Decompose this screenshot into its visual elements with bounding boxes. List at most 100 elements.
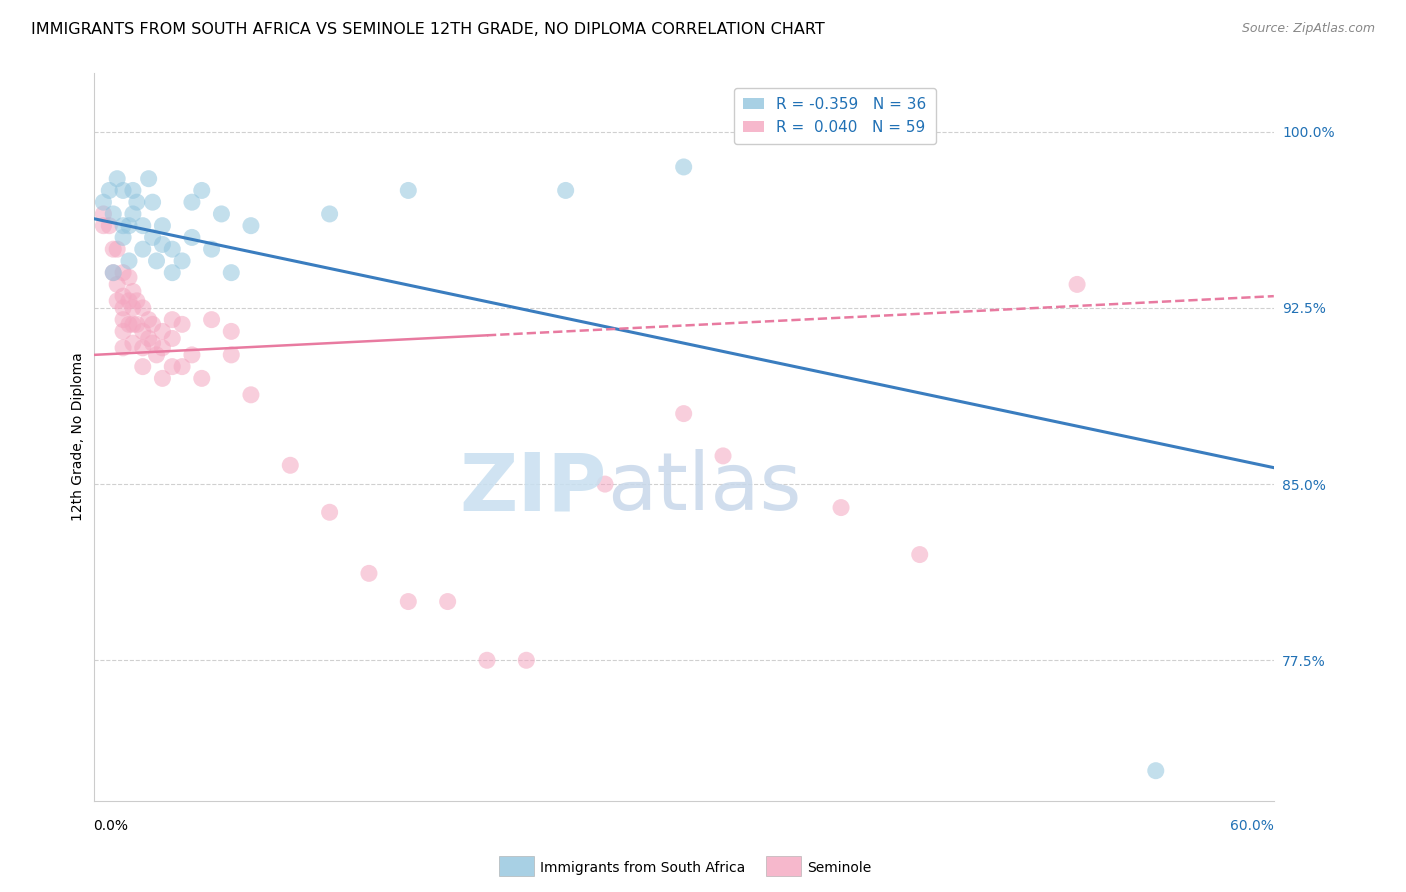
Point [122,318,145,332]
Point [125,293,148,308]
Point [122,183,145,197]
Point [138,312,160,326]
Point [112,230,135,244]
Point [112,219,135,233]
Point [132,341,155,355]
Point [181,230,204,244]
Point [357,566,380,581]
Point [103,242,125,256]
Point [162,242,184,256]
Point [142,336,165,351]
Point [112,341,135,355]
Point [118,219,141,233]
Point [103,266,125,280]
Point [138,331,160,345]
Point [162,331,184,345]
Point [93,195,115,210]
Point [112,301,135,315]
Point [122,301,145,315]
Point [93,207,115,221]
Text: 60.0%: 60.0% [1230,820,1274,833]
Point [181,195,204,210]
Point [145,348,167,362]
Point [1066,277,1088,292]
Point [181,348,204,362]
Point [190,183,212,197]
Point [475,653,498,667]
Point [132,242,155,256]
Point [103,207,125,221]
Point [132,359,155,374]
Point [142,318,165,332]
Point [672,160,695,174]
Point [105,171,128,186]
Point [118,254,141,268]
Point [219,266,242,280]
Point [132,325,155,339]
Point [239,219,262,233]
Point [112,289,135,303]
Point [112,312,135,326]
Point [515,653,537,667]
Point [125,318,148,332]
Point [98,219,121,233]
Point [152,237,174,252]
Point [672,407,695,421]
Point [908,548,931,562]
Point [162,359,184,374]
Point [172,254,194,268]
Text: Immigrants from South Africa: Immigrants from South Africa [540,861,745,875]
Point [142,230,165,244]
Point [200,242,222,256]
Point [118,318,141,332]
Text: 0.0%: 0.0% [94,820,128,833]
Point [152,325,174,339]
Point [93,219,115,233]
Point [112,266,135,280]
Point [593,477,616,491]
Point [118,293,141,308]
Point [209,207,232,221]
Point [318,207,340,221]
Point [396,594,419,608]
Point [554,183,576,197]
Point [172,318,194,332]
Point [132,219,155,233]
Point [219,348,242,362]
Point [1144,764,1167,778]
Point [105,242,128,256]
Point [172,359,194,374]
Point [239,388,262,402]
Point [125,195,148,210]
Point [98,183,121,197]
Point [105,277,128,292]
Point [200,312,222,326]
Text: Seminole: Seminole [807,861,872,875]
Point [112,325,135,339]
Point [122,207,145,221]
Point [105,293,128,308]
Point [142,195,165,210]
Point [145,254,167,268]
Point [318,505,340,519]
Point [190,371,212,385]
Point [711,449,734,463]
Point [278,458,301,473]
Point [118,270,141,285]
Y-axis label: 12th Grade, No Diploma: 12th Grade, No Diploma [72,352,86,522]
Text: Source: ZipAtlas.com: Source: ZipAtlas.com [1241,22,1375,36]
Point [830,500,852,515]
Point [112,183,135,197]
Point [436,594,458,608]
Point [122,285,145,299]
Point [132,301,155,315]
Legend: R = -0.359   N = 36, R =  0.040   N = 59: R = -0.359 N = 36, R = 0.040 N = 59 [734,88,936,144]
Text: ZIP: ZIP [460,449,607,527]
Text: IMMIGRANTS FROM SOUTH AFRICA VS SEMINOLE 12TH GRADE, NO DIPLOMA CORRELATION CHAR: IMMIGRANTS FROM SOUTH AFRICA VS SEMINOLE… [31,22,825,37]
Point [152,341,174,355]
Point [122,336,145,351]
Point [396,183,419,197]
Text: atlas: atlas [607,449,801,527]
Point [138,171,160,186]
Point [162,312,184,326]
